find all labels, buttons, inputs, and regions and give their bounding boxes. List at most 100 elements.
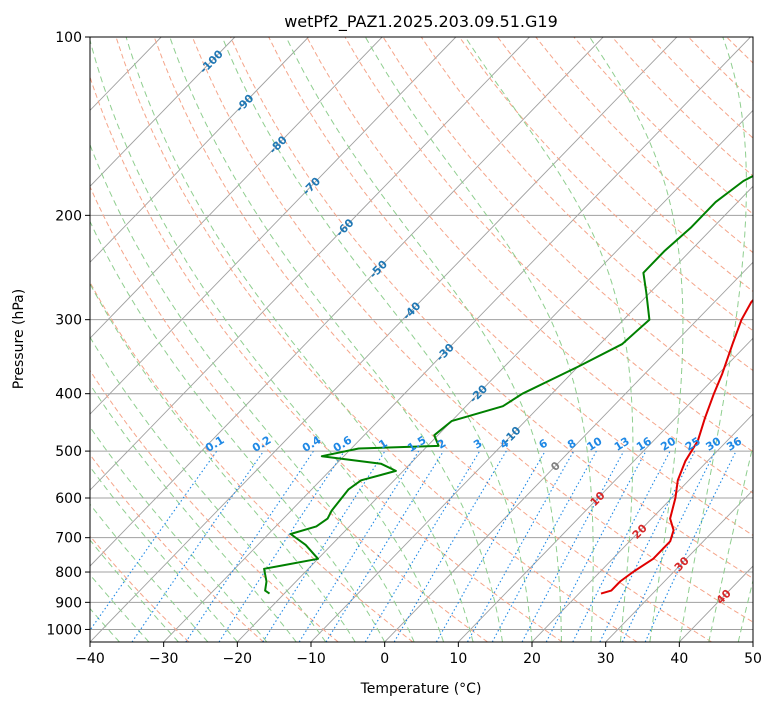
mixing-ratio-line <box>185 450 314 642</box>
dry-adiabat-line <box>458 37 753 332</box>
mixing-ratio-line <box>644 450 737 642</box>
y-tick-label: 600 <box>55 491 82 507</box>
x-tick-label: −30 <box>149 651 179 667</box>
moist-adiabat-line <box>90 38 445 642</box>
y-tick-label: 700 <box>55 531 82 547</box>
mixing-ratio-label: 6 <box>537 436 551 451</box>
moist-adiabat-line <box>285 37 562 642</box>
mixing-ratio-line <box>325 450 444 642</box>
moist-adiabat-line <box>464 37 634 642</box>
y-tick-label: 300 <box>55 313 82 329</box>
y-tick-label: 1000 <box>46 622 82 638</box>
temperature-profile-line <box>600 298 753 595</box>
dewpoint-profile-line <box>263 174 753 595</box>
mixing-ratio-line <box>435 450 546 642</box>
mixing-ratio-line <box>521 450 625 642</box>
moist-adiabat-line <box>90 143 415 642</box>
moist-adiabat-line <box>169 37 503 642</box>
isotherm-line <box>384 261 753 642</box>
moist-adiabat-line <box>90 282 356 642</box>
isotherm-line <box>90 37 309 263</box>
dry-adiabat-line <box>90 535 190 642</box>
dry-adiabat-line <box>90 185 488 642</box>
dry-adiabat-line <box>90 369 339 642</box>
dry-adiabat-line <box>344 37 753 453</box>
isotherm-line <box>90 37 678 642</box>
mixing-ratio-line <box>545 450 647 642</box>
x-tick-label: −10 <box>296 651 326 667</box>
y-tick-label: 500 <box>55 444 82 460</box>
x-axis: −40 −30 −20 −10 0 10 20 30 40 50 <box>75 642 762 667</box>
x-axis-title: Temperature (°C) <box>360 681 482 697</box>
y-tick-label: 400 <box>55 387 82 403</box>
reference-lines <box>90 37 775 642</box>
x-tick-label: 0 <box>380 651 389 667</box>
dry-adiabat-line <box>90 75 563 642</box>
x-tick-label: 40 <box>670 651 688 667</box>
dry-adiabat-line <box>535 37 753 254</box>
x-tick-label: −20 <box>223 651 253 667</box>
y-tick-label: 100 <box>55 30 82 46</box>
x-tick-label: 20 <box>523 651 541 667</box>
moist-adiabat-line <box>221 37 533 642</box>
moist-adiabat-line <box>90 426 268 642</box>
isotherm-line <box>605 489 753 642</box>
moist-adiabat-line <box>364 37 594 642</box>
moist-adiabat-line <box>125 37 474 642</box>
mixing-ratio-line <box>599 450 696 642</box>
moist-adiabat-line <box>589 37 684 642</box>
isotherm-line <box>310 185 753 642</box>
y-axis: 100 200 300 400 500 600 700 800 900 1000 <box>46 30 90 638</box>
moist-adiabat-line <box>90 336 327 642</box>
dry-adiabat-line <box>688 37 753 102</box>
mixing-ratio-line <box>467 450 575 642</box>
y-axis-title: Pressure (hPa) <box>11 289 27 389</box>
moist-adiabat-line <box>737 578 753 642</box>
y-tick-label: 800 <box>55 565 82 581</box>
dry-adiabat-line <box>230 37 753 579</box>
dry-adiabat-line <box>497 37 753 293</box>
moist-adiabat-line <box>90 383 297 642</box>
moist-adiabat-line <box>90 466 238 642</box>
mixing-ratio-line <box>218 450 345 642</box>
x-tick-label: −40 <box>75 651 105 667</box>
isotherm-line <box>90 37 236 187</box>
moist-adiabat-line <box>90 220 386 642</box>
dry-adiabat-line <box>420 37 753 372</box>
dry-adiabat-line <box>765 37 775 642</box>
mixing-ratio-label: 2 <box>435 437 448 452</box>
dry-adiabat-line <box>115 37 638 642</box>
mixing-ratio-line <box>364 450 481 642</box>
dry-adiabat-line <box>90 453 264 642</box>
isotherm-line <box>90 37 604 567</box>
y-tick-label: 200 <box>55 208 82 224</box>
mixing-ratio-line <box>491 450 597 642</box>
mixing-ratio-line <box>131 450 265 642</box>
isotherm-line <box>163 37 751 642</box>
dry-adiabat-line <box>649 37 753 139</box>
moist-adiabat-line <box>678 37 747 642</box>
x-tick-label: 30 <box>597 651 615 667</box>
isotherm-line <box>90 37 383 339</box>
mixing-ratio-line <box>262 450 386 642</box>
mixing-ratio-label: 0.1 <box>203 433 226 454</box>
x-tick-label: 10 <box>449 651 467 667</box>
dry-adiabat-line <box>153 37 712 642</box>
dry-adiabat-line <box>191 37 753 623</box>
mixing-ratio-line <box>572 450 671 642</box>
y-tick-label: 900 <box>55 595 82 611</box>
dry-adiabat-line <box>90 281 414 642</box>
dry-adiabat-line <box>268 37 753 536</box>
dry-adiabat-line <box>306 37 753 494</box>
chart-title: wetPf2_PAZ1.2025.203.09.51.G19 <box>284 12 558 32</box>
isotherm-line <box>237 109 753 642</box>
isotherm-line <box>752 641 753 642</box>
isotherm-line <box>90 37 530 491</box>
x-tick-label: 50 <box>744 651 762 667</box>
mixing-ratio-line <box>90 450 218 632</box>
isotherm-line <box>458 337 753 642</box>
plot-frame <box>89 36 754 643</box>
isotherm-label: -100 <box>197 47 226 76</box>
sounding-series <box>263 174 753 595</box>
